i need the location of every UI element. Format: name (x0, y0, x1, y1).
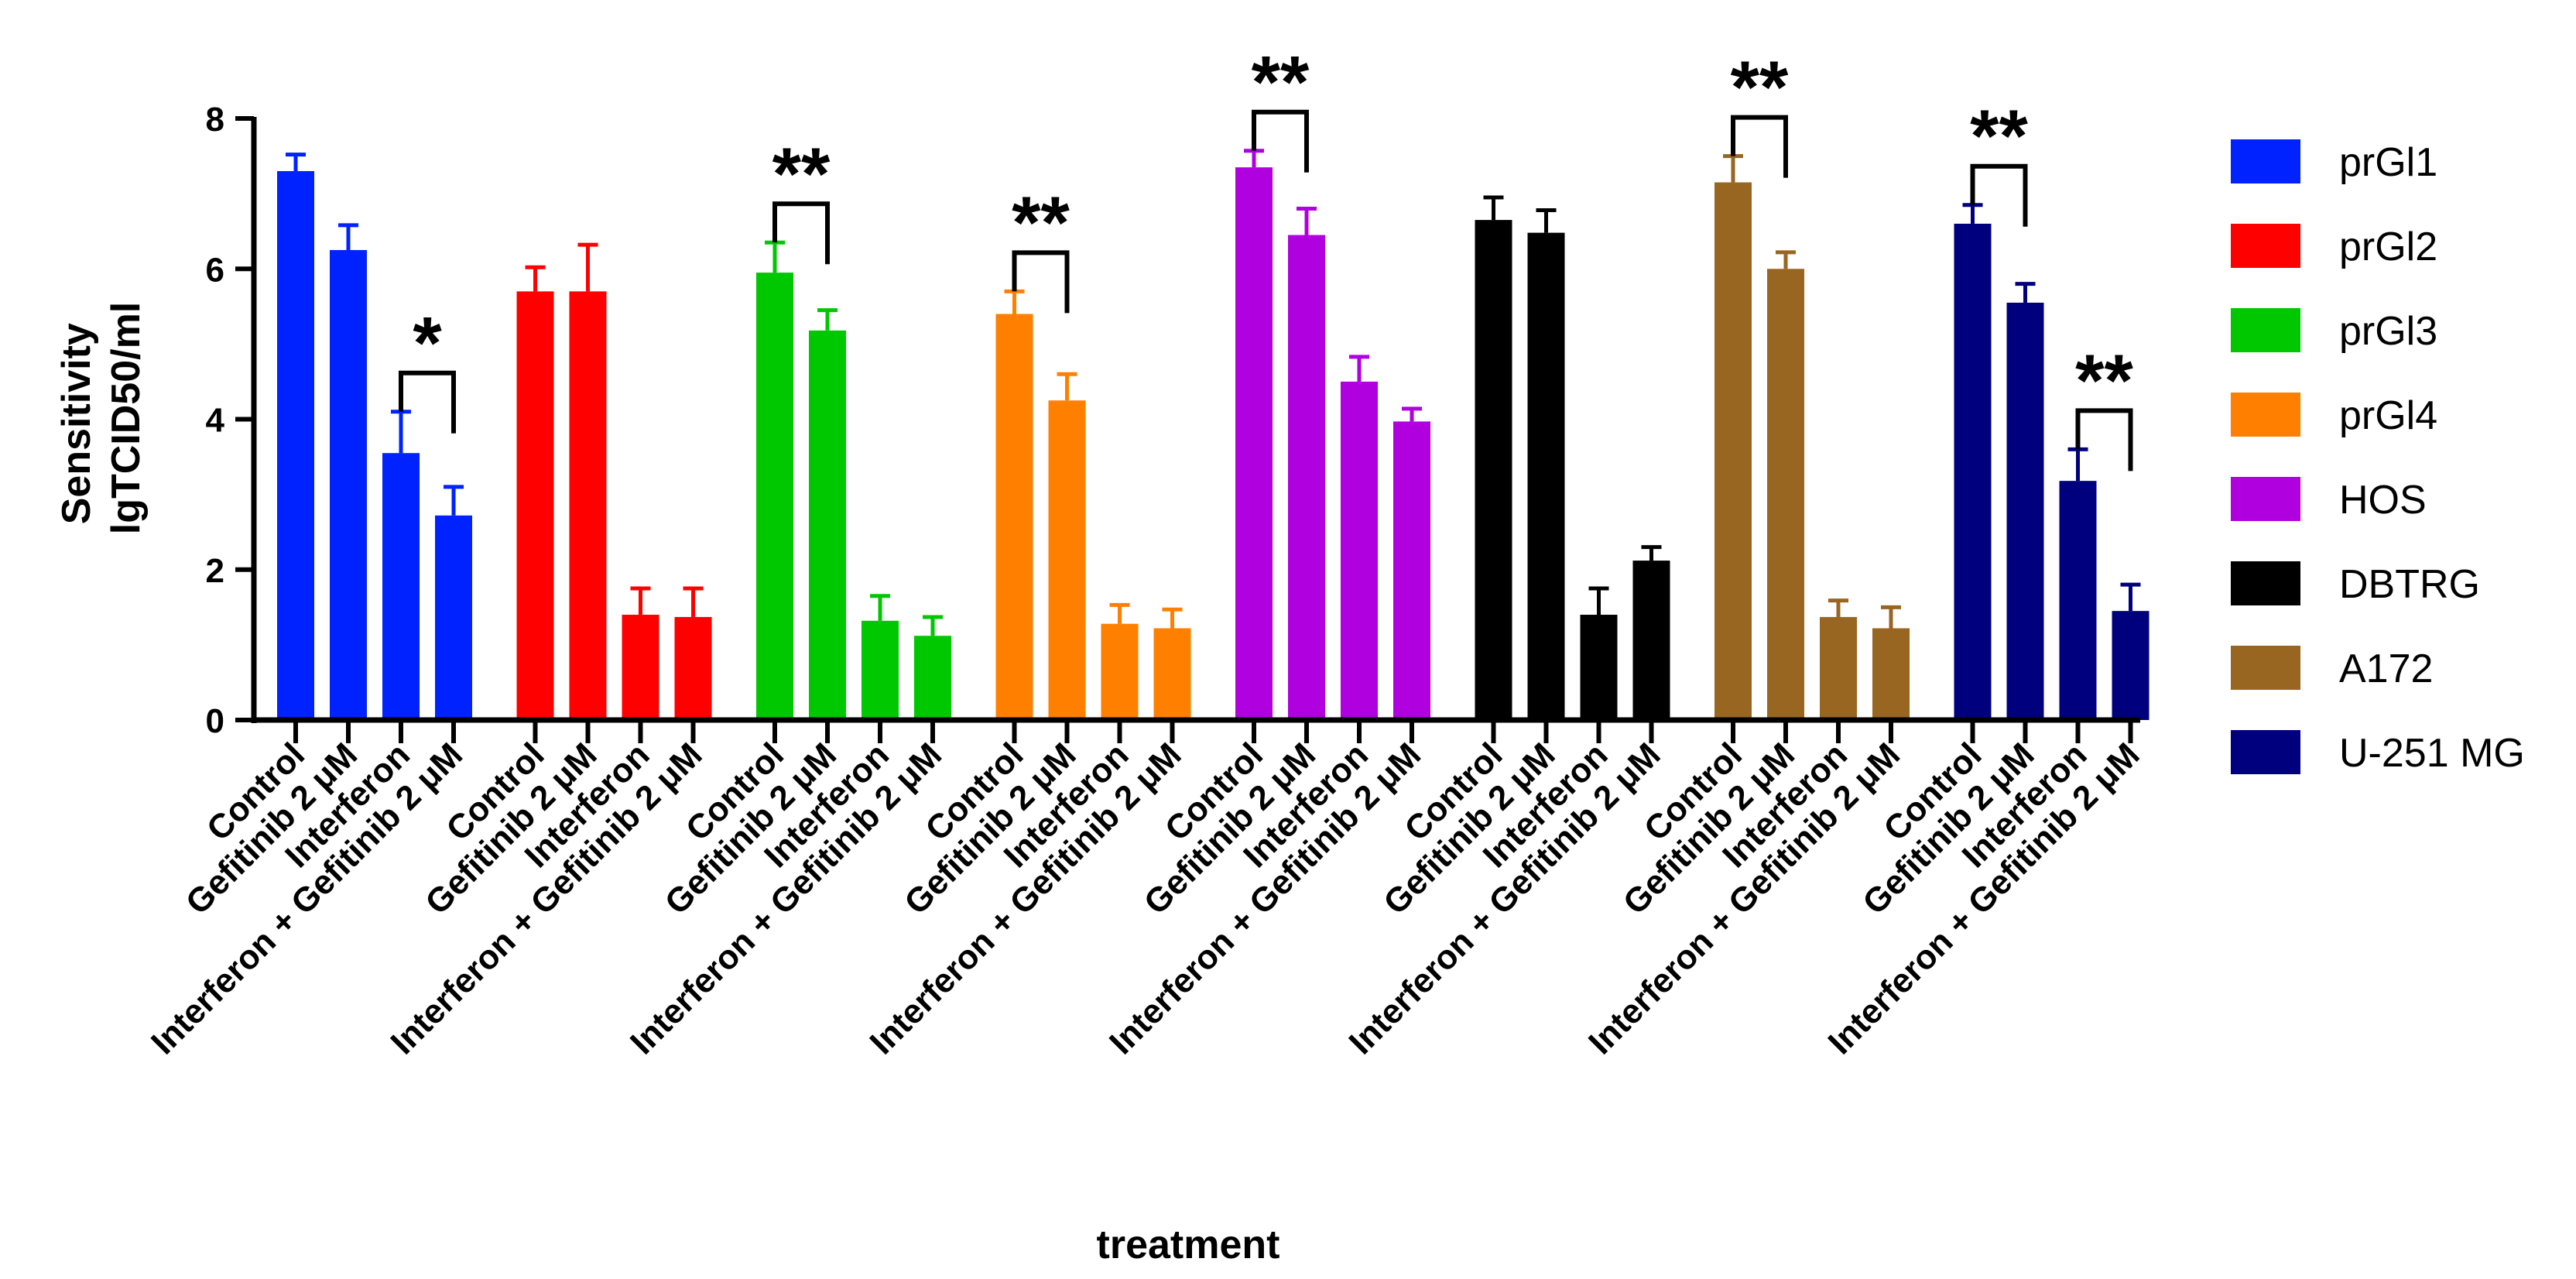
y-axis-title-line-1: Sensitivity (54, 323, 99, 524)
bar (1101, 623, 1139, 720)
bar (995, 314, 1033, 720)
legend-label: DBTRG (2339, 562, 2480, 607)
legend-swatch (2231, 224, 2300, 268)
legend-swatch (2231, 730, 2300, 774)
significance-bracket (1970, 163, 2028, 227)
bar (2006, 302, 2044, 720)
significance-bracket (1731, 115, 1788, 178)
legend-swatch (2231, 561, 2300, 605)
bar (914, 636, 951, 720)
legend-swatch (2231, 139, 2300, 183)
bar (1954, 223, 1992, 721)
bar (1341, 381, 1378, 720)
legend-swatch (2231, 393, 2300, 437)
y-axis-title-line-2: lgTCID50/ml (104, 302, 149, 535)
significance-brackets: ******* ****** (399, 41, 2134, 471)
bar (1714, 182, 1752, 720)
bar (1235, 167, 1273, 721)
y-tick-label: 4 (206, 402, 225, 440)
bar (756, 273, 793, 720)
legend-label: A172 (2339, 646, 2433, 691)
x-axis-title: treatment (1097, 1222, 1280, 1267)
legend-label: prGl3 (2339, 309, 2437, 354)
bar (674, 616, 712, 720)
legend-label: prGl4 (2339, 393, 2437, 438)
bar (516, 291, 554, 720)
y-tick-label: 0 (206, 702, 224, 740)
significance-bracket (1012, 250, 1070, 314)
significance-bracket (399, 370, 456, 434)
significance-bracket (1252, 109, 1309, 173)
bar (382, 453, 420, 720)
significance-label: * (413, 302, 442, 385)
significance-label: ** (1012, 181, 1070, 264)
bar (1632, 561, 1670, 720)
significance-label: ** (1731, 46, 1789, 129)
bar (1820, 616, 1857, 720)
significance-label: ** (2075, 339, 2133, 422)
bar (809, 330, 846, 720)
bar (1048, 400, 1086, 720)
bar (1767, 269, 1804, 720)
y-axis: 0 2 4 6 8 (206, 101, 257, 740)
bar (622, 615, 659, 720)
bar (435, 515, 472, 720)
bar (1872, 628, 1910, 720)
bar (1153, 628, 1191, 720)
legend-swatch (2231, 646, 2300, 690)
legend-swatch (2231, 308, 2300, 352)
y-tick-label: 8 (206, 101, 224, 139)
legend-label: prGl2 (2339, 225, 2437, 269)
significance-bracket (2075, 408, 2133, 471)
legend-swatch (2231, 477, 2300, 521)
bar (1288, 235, 1325, 720)
bar (1527, 232, 1565, 720)
legend-label: HOS (2339, 478, 2427, 523)
legend-label: prGl1 (2339, 140, 2437, 185)
bar (569, 291, 607, 720)
bars (277, 167, 2150, 721)
legend-label: U-251 MG (2339, 731, 2525, 776)
y-axis-title: Sensitivity lgTCID50/ml (54, 302, 149, 535)
bar (2059, 481, 2097, 720)
bar (330, 249, 367, 720)
y-tick-label: 6 (206, 251, 224, 289)
bar (277, 170, 314, 721)
legend: prGl1 prGl2 prGl3 prGl4 HOS DBTRG A172 U-251 MG (2231, 139, 2525, 776)
bar (1475, 220, 1512, 720)
bar (862, 620, 899, 720)
bar (1393, 421, 1430, 720)
bar (2112, 611, 2150, 720)
significance-label: ** (1970, 95, 2028, 178)
significance-bracket (772, 201, 830, 265)
significance-label: ** (772, 132, 831, 215)
bar (1580, 615, 1618, 720)
error-bars (286, 149, 2141, 636)
significance-label: ** (1252, 41, 1310, 124)
y-tick-label: 2 (206, 552, 224, 590)
